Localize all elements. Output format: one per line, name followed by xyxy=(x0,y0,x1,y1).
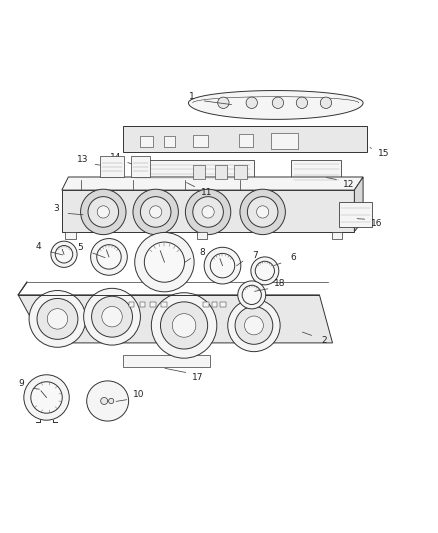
Circle shape xyxy=(97,245,121,269)
Circle shape xyxy=(55,246,73,263)
Circle shape xyxy=(81,189,126,235)
Circle shape xyxy=(88,197,119,227)
FancyBboxPatch shape xyxy=(203,302,208,306)
FancyBboxPatch shape xyxy=(220,302,226,306)
Polygon shape xyxy=(188,91,363,119)
FancyBboxPatch shape xyxy=(150,302,156,306)
Circle shape xyxy=(135,232,194,292)
Circle shape xyxy=(29,290,86,348)
Circle shape xyxy=(91,239,127,275)
Circle shape xyxy=(97,206,110,218)
Text: 13: 13 xyxy=(77,155,88,164)
FancyBboxPatch shape xyxy=(140,302,145,306)
Circle shape xyxy=(141,197,171,227)
Text: 10: 10 xyxy=(133,390,145,399)
Circle shape xyxy=(101,398,108,405)
Polygon shape xyxy=(354,177,363,231)
Text: 8: 8 xyxy=(200,248,205,257)
Circle shape xyxy=(218,97,229,108)
Circle shape xyxy=(204,247,241,284)
FancyBboxPatch shape xyxy=(193,135,208,147)
Circle shape xyxy=(84,288,141,345)
Text: 2: 2 xyxy=(321,336,327,345)
Circle shape xyxy=(228,299,280,352)
Circle shape xyxy=(51,241,77,268)
Circle shape xyxy=(235,306,273,344)
Text: 6: 6 xyxy=(290,253,296,262)
FancyBboxPatch shape xyxy=(131,157,150,177)
Circle shape xyxy=(150,206,162,218)
Text: 16: 16 xyxy=(371,219,383,228)
FancyBboxPatch shape xyxy=(161,302,167,306)
FancyBboxPatch shape xyxy=(339,202,372,227)
FancyBboxPatch shape xyxy=(272,133,298,149)
Circle shape xyxy=(172,313,196,337)
Circle shape xyxy=(246,97,258,108)
Circle shape xyxy=(242,285,261,304)
Circle shape xyxy=(296,97,307,108)
Circle shape xyxy=(160,302,208,349)
Circle shape xyxy=(255,261,275,280)
Polygon shape xyxy=(18,295,332,343)
FancyBboxPatch shape xyxy=(215,165,227,179)
Text: 15: 15 xyxy=(378,149,389,158)
Circle shape xyxy=(92,296,132,337)
Text: 9: 9 xyxy=(18,379,24,388)
FancyBboxPatch shape xyxy=(123,126,367,152)
Circle shape xyxy=(238,281,266,309)
Circle shape xyxy=(151,293,217,358)
Circle shape xyxy=(145,242,184,282)
FancyBboxPatch shape xyxy=(332,231,342,239)
FancyBboxPatch shape xyxy=(164,136,175,147)
Text: 5: 5 xyxy=(78,243,84,252)
Text: 1: 1 xyxy=(189,92,195,101)
Circle shape xyxy=(202,206,214,218)
FancyBboxPatch shape xyxy=(100,157,124,177)
FancyBboxPatch shape xyxy=(132,160,254,181)
Text: 12: 12 xyxy=(343,180,354,189)
Circle shape xyxy=(24,375,69,420)
Circle shape xyxy=(210,253,235,278)
FancyBboxPatch shape xyxy=(239,134,253,147)
Circle shape xyxy=(47,309,67,329)
FancyBboxPatch shape xyxy=(62,190,354,231)
Circle shape xyxy=(257,206,269,218)
Circle shape xyxy=(133,189,178,235)
Circle shape xyxy=(320,97,332,108)
FancyBboxPatch shape xyxy=(197,231,208,239)
Polygon shape xyxy=(62,177,363,190)
Ellipse shape xyxy=(87,381,129,421)
Text: 18: 18 xyxy=(274,279,286,288)
Text: 7: 7 xyxy=(252,251,258,260)
FancyBboxPatch shape xyxy=(234,165,247,179)
FancyBboxPatch shape xyxy=(193,165,205,179)
FancyBboxPatch shape xyxy=(291,160,341,184)
Circle shape xyxy=(193,197,223,227)
Text: 4: 4 xyxy=(35,243,41,252)
Circle shape xyxy=(102,306,122,327)
FancyBboxPatch shape xyxy=(123,354,210,367)
FancyBboxPatch shape xyxy=(129,302,134,306)
Circle shape xyxy=(37,298,78,340)
Circle shape xyxy=(244,316,263,335)
Circle shape xyxy=(272,97,284,108)
Circle shape xyxy=(185,189,231,235)
FancyBboxPatch shape xyxy=(212,302,217,306)
Circle shape xyxy=(240,189,286,235)
Circle shape xyxy=(251,257,279,285)
Circle shape xyxy=(109,398,114,403)
Text: 14: 14 xyxy=(110,153,121,162)
Text: 17: 17 xyxy=(192,373,204,382)
Text: 3: 3 xyxy=(53,204,59,213)
Circle shape xyxy=(31,382,62,413)
FancyBboxPatch shape xyxy=(65,231,76,239)
Circle shape xyxy=(247,197,278,227)
FancyBboxPatch shape xyxy=(141,136,152,147)
Text: 11: 11 xyxy=(201,188,212,197)
